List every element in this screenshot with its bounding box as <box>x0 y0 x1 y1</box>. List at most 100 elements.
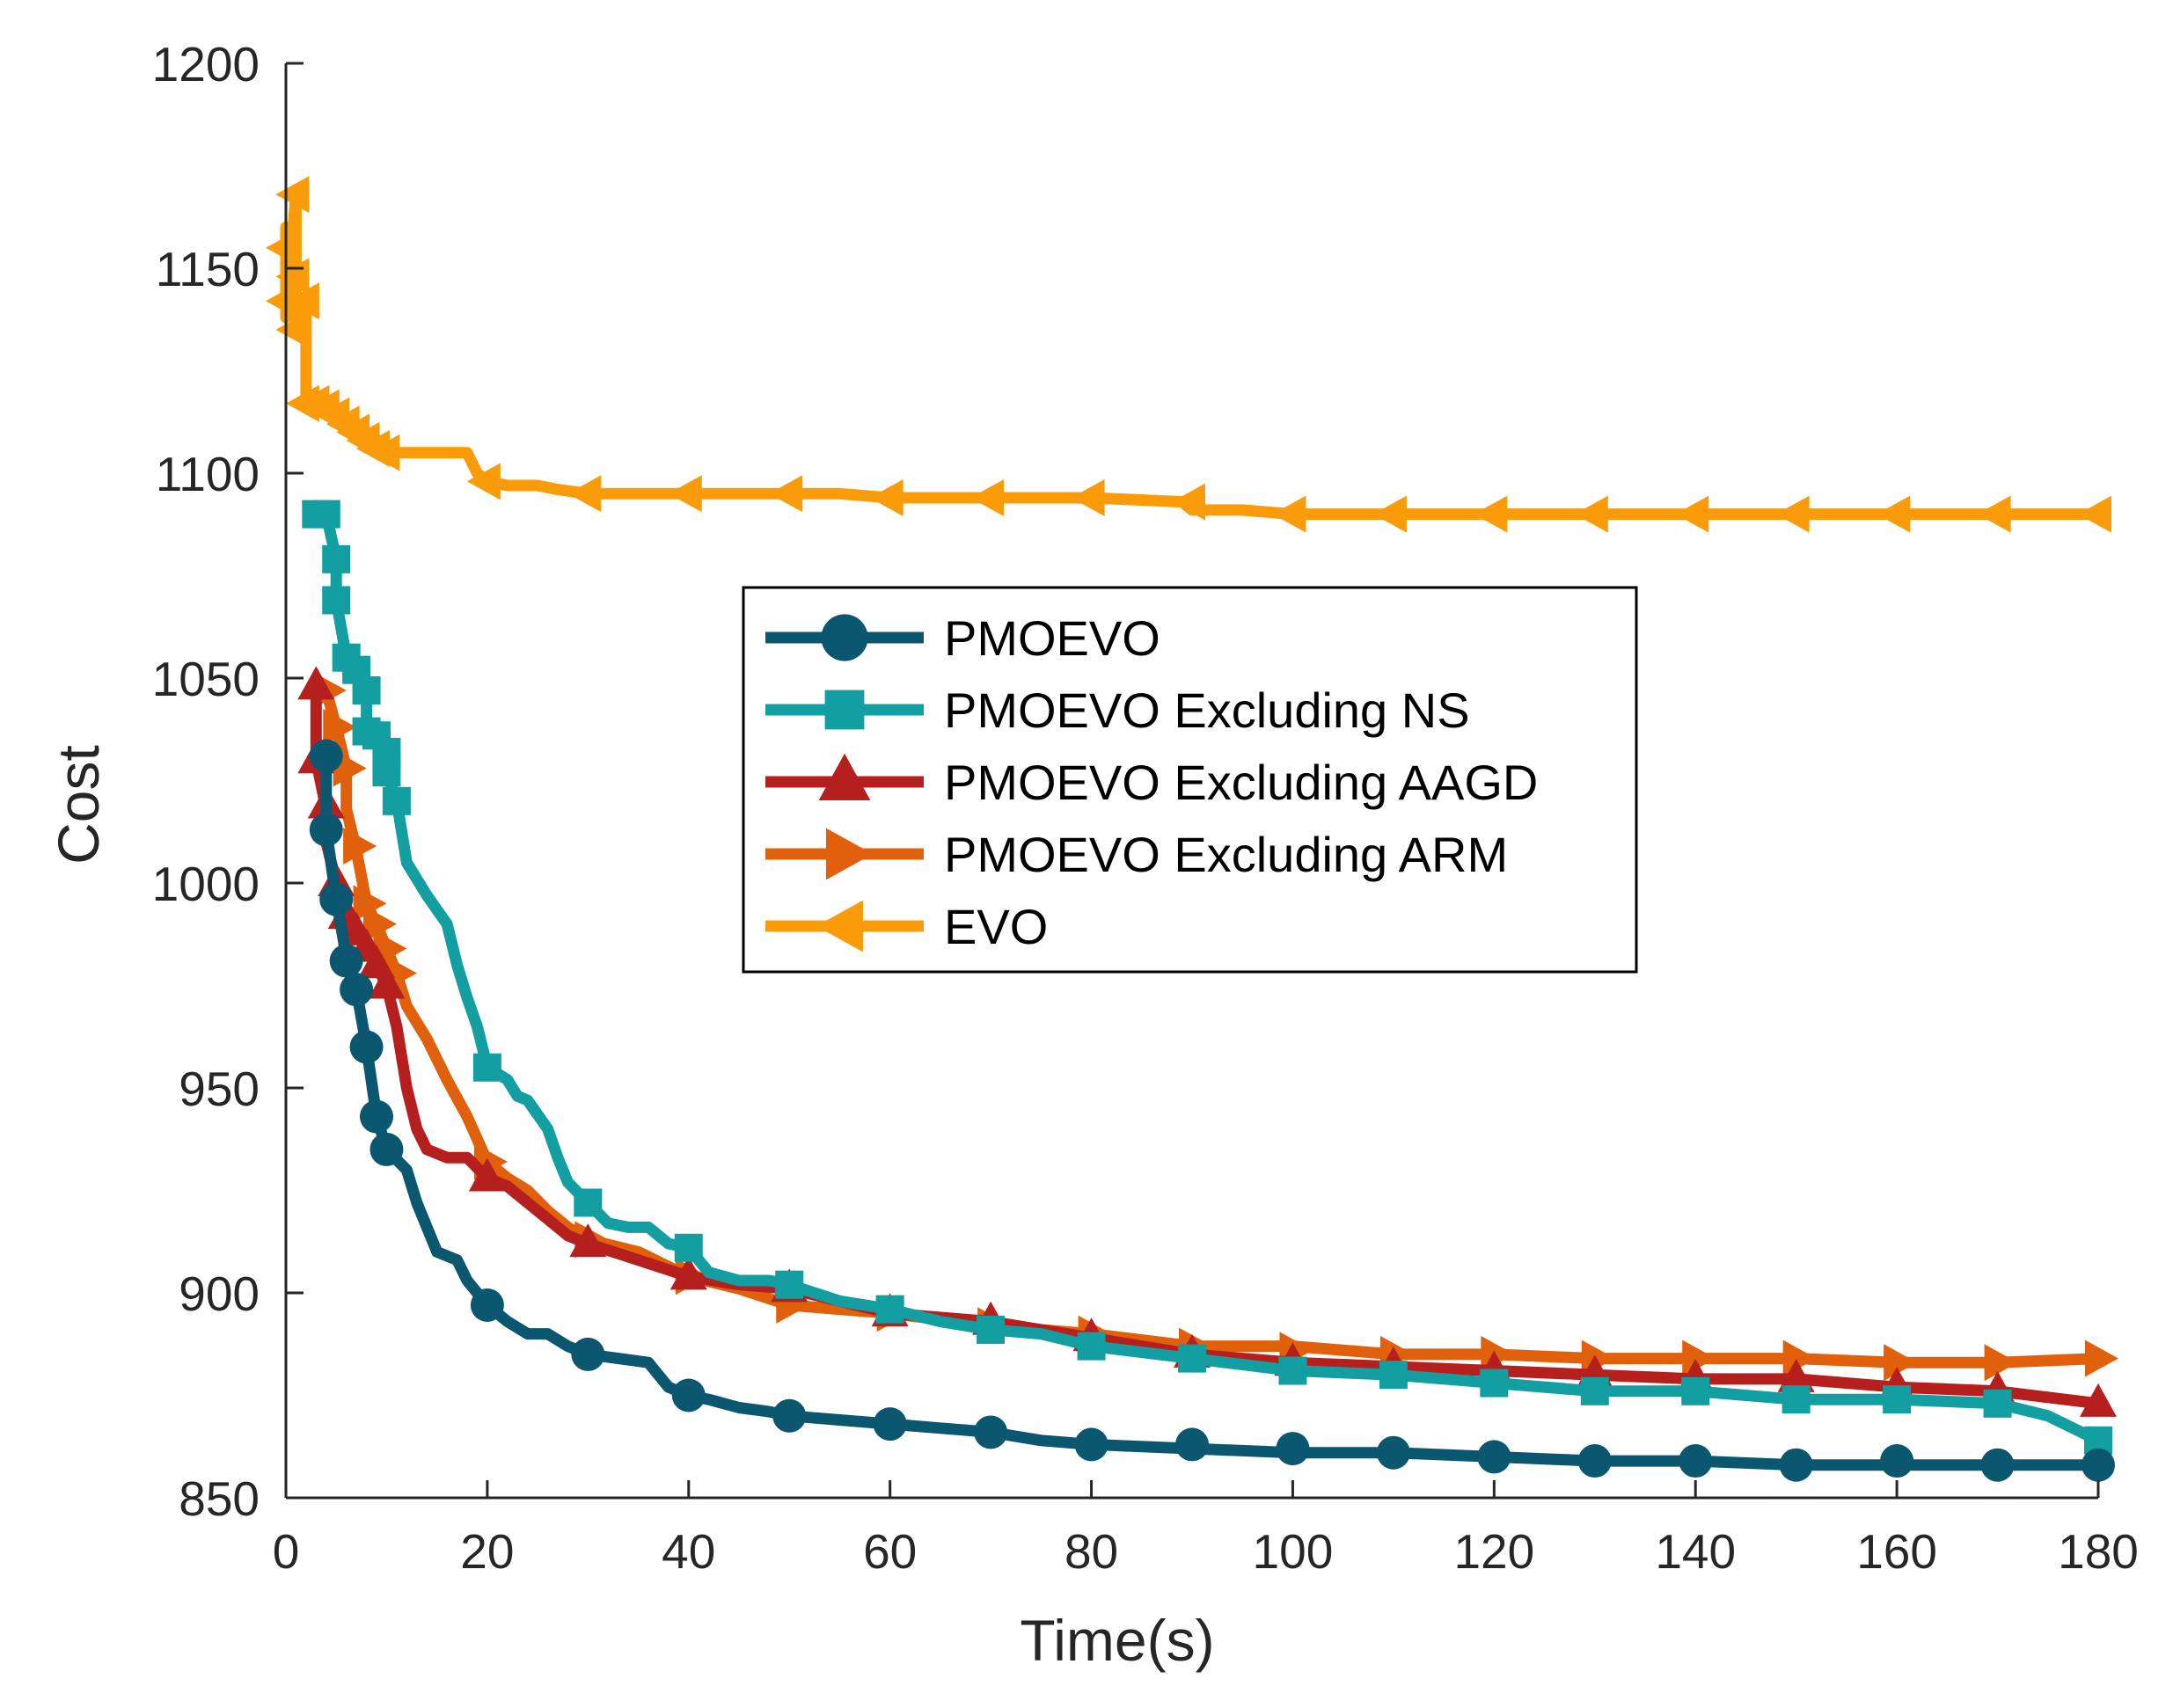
legend-marker <box>826 828 874 880</box>
y-tick-label: 950 <box>179 1062 260 1116</box>
data-point-pmoevo-excluding-ns <box>1480 1369 1509 1398</box>
data-point-evo <box>567 475 602 513</box>
y-tick-label: 1100 <box>156 447 260 501</box>
y-axis-title: Cost <box>46 745 111 865</box>
data-point-pmoevo-excluding-ns <box>352 675 381 704</box>
x-tick-label: 60 <box>863 1524 917 1579</box>
legend-marker <box>816 900 863 953</box>
data-point-pmoevo <box>470 1288 504 1322</box>
data-point-pmoevo-excluding-ns <box>875 1295 904 1324</box>
data-point-pmoevo-excluding-arm <box>353 885 387 923</box>
data-point-pmoevo-excluding-arm <box>323 708 357 746</box>
data-point-pmoevo-excluding-ns <box>322 586 351 615</box>
data-point-pmoevo-excluding-ns <box>382 786 411 815</box>
data-point-pmoevo <box>369 1132 404 1166</box>
data-point-evo <box>1474 495 1508 533</box>
y-tick-label: 850 <box>179 1471 260 1526</box>
data-point-evo <box>869 478 904 516</box>
data-point-pmoevo <box>360 1099 393 1134</box>
data-point-pmoevo <box>1679 1444 1713 1478</box>
legend-label: PMOEVO Excluding AAGD <box>944 755 1538 810</box>
x-tick-label: 120 <box>1453 1524 1534 1579</box>
data-point-pmoevo <box>772 1398 807 1433</box>
data-point-pmoevo-excluding-ns <box>977 1315 1006 1344</box>
legend-label: PMOEVO Excluding NS <box>944 682 1470 738</box>
data-point-evo <box>466 463 501 500</box>
x-tick-label: 40 <box>662 1524 715 1579</box>
data-point-pmoevo-excluding-ns <box>574 1188 603 1217</box>
data-point-evo <box>1675 495 1709 533</box>
data-point-pmoevo-excluding-ns <box>1681 1376 1710 1405</box>
data-point-pmoevo-excluding-aagd <box>468 1157 506 1192</box>
data-point-evo <box>266 282 299 320</box>
series-pmoevo <box>309 739 2115 1482</box>
x-tick-label: 20 <box>460 1524 514 1579</box>
x-tick-label: 80 <box>1065 1524 1118 1579</box>
data-point-pmoevo <box>349 1030 384 1064</box>
data-point-pmoevo-excluding-arm <box>1984 1344 2018 1382</box>
x-tick-label: 180 <box>2058 1524 2139 1579</box>
data-point-pmoevo <box>2082 1448 2115 1482</box>
data-point-evo <box>1877 495 1911 533</box>
data-point-pmoevo <box>571 1337 605 1371</box>
y-tick-label: 1000 <box>152 857 260 911</box>
data-point-evo <box>1574 495 1608 533</box>
y-tick-label: 1050 <box>152 652 260 706</box>
data-point-pmoevo <box>319 882 354 916</box>
y-tick-label: 1200 <box>152 37 260 91</box>
data-point-pmoevo-excluding-ns <box>1883 1385 1912 1414</box>
data-point-pmoevo-excluding-arm <box>2085 1339 2118 1377</box>
data-point-pmoevo <box>974 1415 1008 1449</box>
data-point-evo <box>970 478 1005 516</box>
data-point-pmoevo <box>1175 1427 1209 1462</box>
legend-marker <box>818 753 871 800</box>
data-point-pmoevo-excluding-ns <box>322 544 351 573</box>
data-point-pmoevo-excluding-ns <box>1077 1332 1106 1361</box>
tick-labels: 0 20 40 60 80 100 120 140 160 180 850 900 950 1000 105… <box>152 37 2139 1579</box>
data-point-pmoevo <box>1779 1448 1813 1482</box>
data-point-evo <box>1977 495 2011 533</box>
legend-label: PMOEVO Excluding ARM <box>944 827 1508 882</box>
data-point-evo <box>366 434 400 471</box>
x-tick-label: 100 <box>1253 1524 1334 1579</box>
series-pmoevo-excluding-ns <box>302 500 2112 1455</box>
data-point-evo <box>1071 478 1105 516</box>
legend-marker <box>824 690 865 730</box>
data-point-evo <box>1172 483 1205 521</box>
data-point-pmoevo <box>329 944 363 978</box>
data-point-evo <box>285 282 319 320</box>
data-point-pmoevo <box>340 973 374 1007</box>
legend: PMOEVO PMOEVO Excluding NS PMOEVO Excludin… <box>742 586 1638 974</box>
data-point-pmoevo-excluding-ns <box>1278 1356 1307 1385</box>
legend-label: EVO <box>944 899 1048 954</box>
legend-item-evo: EVO <box>765 899 1048 954</box>
data-point-pmoevo-excluding-ns <box>1379 1361 1408 1390</box>
legend-label: PMOEVO <box>944 610 1160 666</box>
data-point-evo <box>1372 495 1407 533</box>
x-axis-title: Time(s) <box>1020 1608 1214 1673</box>
data-point-pmoevo-excluding-aagd <box>2080 1383 2117 1417</box>
axes <box>284 62 2100 1500</box>
data-point-pmoevo-excluding-ns <box>372 758 401 787</box>
data-point-evo <box>769 475 803 513</box>
y-tick-label: 1150 <box>156 242 260 296</box>
data-point-pmoevo <box>873 1407 907 1442</box>
data-point-pmoevo <box>1577 1444 1612 1478</box>
legend-item-pmoevo-excluding-arm: PMOEVO Excluding ARM <box>765 827 1508 882</box>
data-point-pmoevo-excluding-ns <box>674 1233 703 1262</box>
data-point-pmoevo-excluding-aagd <box>669 1256 707 1290</box>
series-layer <box>266 176 2118 1482</box>
data-point-pmoevo-excluding-aagd <box>368 965 406 999</box>
y-tick-label: 900 <box>179 1266 260 1321</box>
series-evo <box>266 176 2111 533</box>
data-point-pmoevo <box>671 1378 706 1412</box>
data-point-pmoevo <box>1477 1440 1511 1474</box>
data-point-evo <box>2078 495 2111 533</box>
data-point-pmoevo <box>1880 1444 1914 1478</box>
data-point-pmoevo <box>1376 1435 1410 1470</box>
data-point-pmoevo-excluding-ns <box>1178 1344 1206 1373</box>
legend-item-pmoevo-excluding-ns: PMOEVO Excluding NS <box>765 682 1470 738</box>
data-point-pmoevo-excluding-aagd <box>1777 1358 1815 1392</box>
data-point-pmoevo <box>1980 1448 2015 1482</box>
